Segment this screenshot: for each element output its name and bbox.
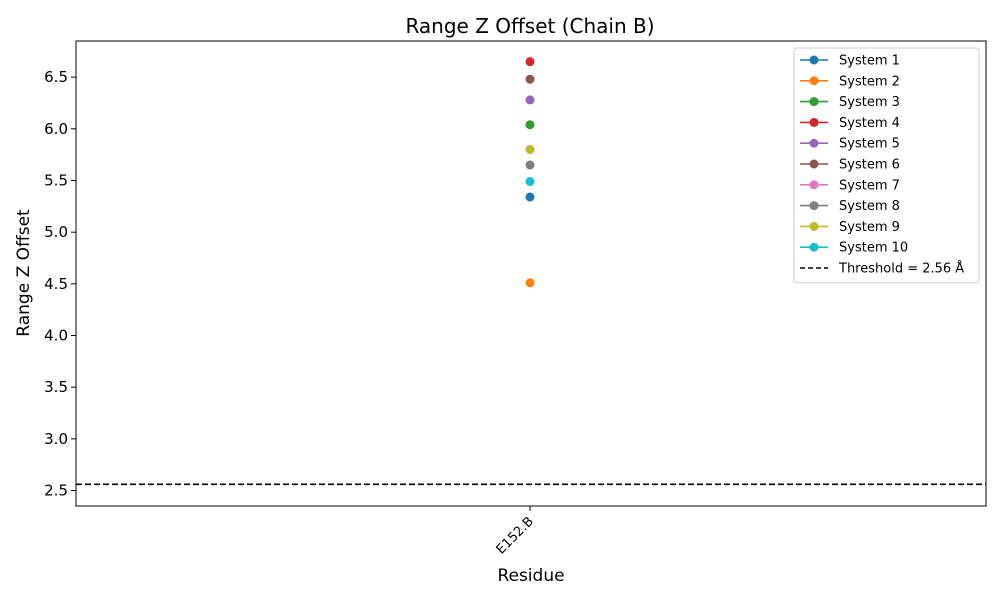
legend-marker	[809, 55, 819, 65]
legend-marker	[809, 221, 819, 231]
legend-label: System 1	[839, 54, 900, 69]
legend-marker	[809, 201, 819, 211]
x-axis-label: Residue	[497, 566, 564, 586]
y-axis-label: Range Z Offset	[14, 209, 34, 337]
legend-marker	[809, 76, 819, 86]
data-point-system-4	[525, 57, 535, 67]
y-tick-label: 5.0	[44, 223, 68, 241]
y-tick-label: 4.0	[44, 327, 68, 345]
legend: System 1 System 2 System 3 System 4 System 5…	[793, 47, 980, 284]
data-point-system-3	[525, 120, 535, 130]
legend-label: System 5	[839, 137, 900, 152]
y-tick-label: 3.0	[44, 430, 68, 448]
data-point-system-1	[525, 192, 535, 202]
y-tick-label: 3.5	[44, 378, 68, 396]
legend-marker	[809, 117, 819, 127]
legend-box	[793, 47, 980, 284]
data-point-system-6	[525, 74, 535, 84]
data-point-system-10	[525, 177, 535, 187]
data-point-system-9	[525, 145, 535, 154]
legend-label: System 9	[839, 220, 900, 235]
chart-title: Range Z Offset (Chain B)	[405, 14, 654, 38]
data-point-system-2	[525, 278, 535, 288]
data-points	[525, 57, 535, 288]
legend-marker	[809, 242, 819, 252]
legend-marker	[809, 97, 819, 107]
legend-label: System 6	[839, 158, 900, 173]
y-tick-label: 6.5	[44, 68, 68, 86]
legend-marker	[809, 180, 819, 190]
y-axis: 2.5 3.0 3.5 4.0 4.5 5.0 5.5 6.0 6.5	[44, 68, 76, 500]
y-tick-label: 4.5	[44, 275, 68, 293]
y-tick-label: 5.5	[44, 172, 68, 190]
legend-threshold-label: Threshold = 2.56 Å	[838, 261, 964, 277]
legend-label: System 10	[839, 241, 908, 256]
legend-label: System 8	[839, 199, 900, 214]
y-tick-label: 2.5	[44, 482, 68, 500]
legend-marker	[809, 159, 819, 169]
legend-label: System 3	[839, 95, 900, 110]
legend-marker	[809, 138, 819, 148]
plot-area	[75, 40, 987, 507]
data-point-system-8	[525, 160, 535, 170]
y-tick-label: 6.0	[44, 120, 68, 138]
legend-label: System 7	[839, 178, 900, 193]
legend-label: System 4	[839, 116, 900, 131]
legend-label: System 2	[839, 74, 900, 89]
data-point-system-5	[525, 95, 535, 105]
